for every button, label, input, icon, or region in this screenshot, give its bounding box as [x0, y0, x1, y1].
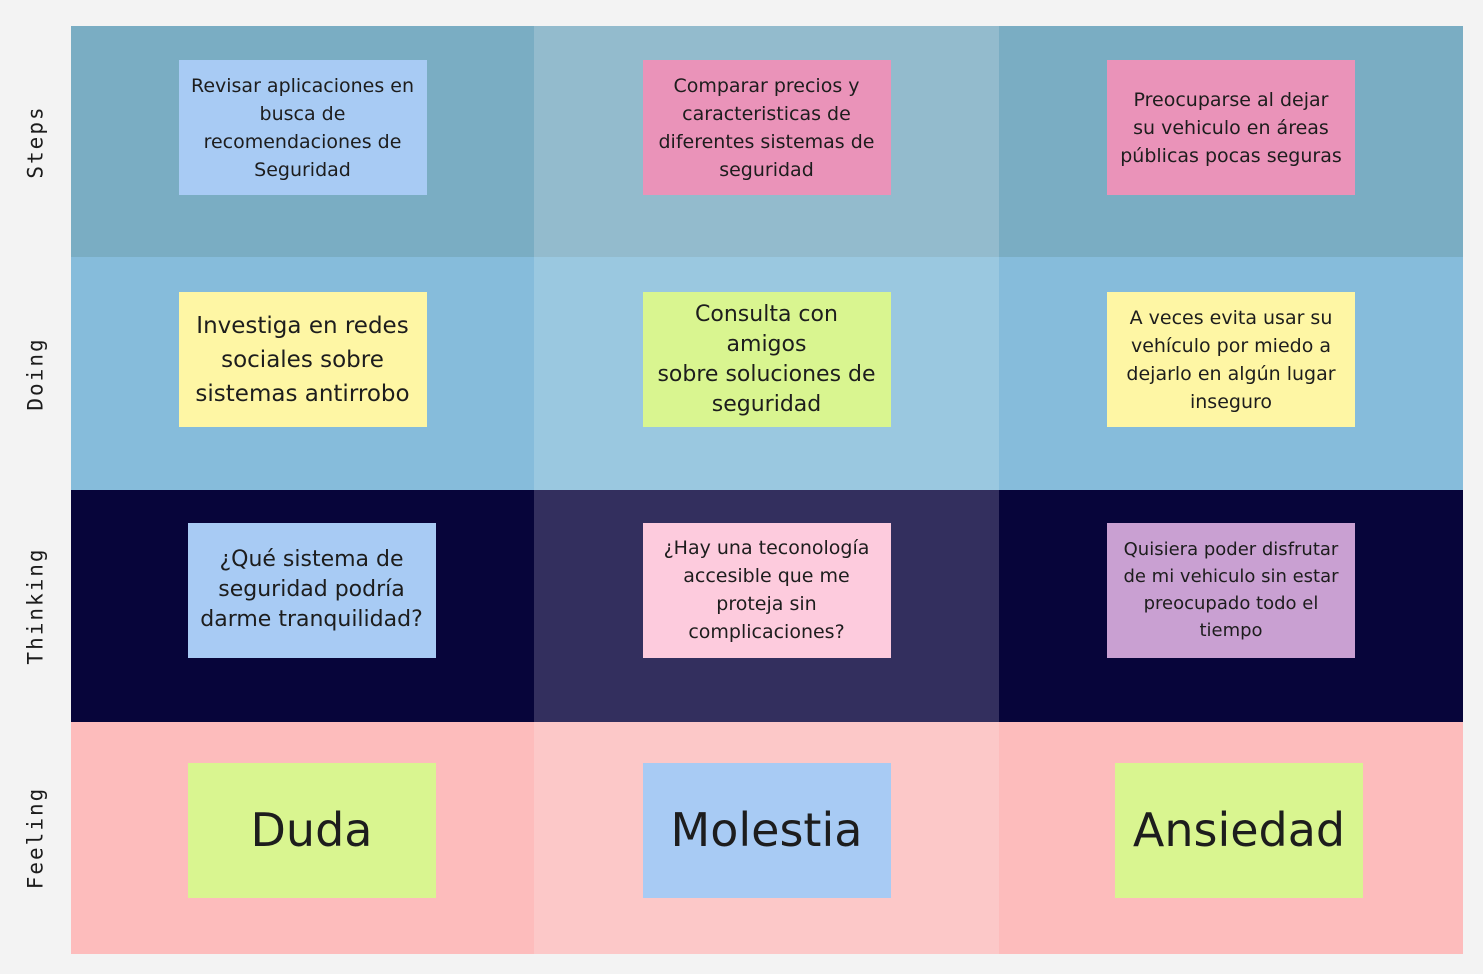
cell-feeling-1: Duda — [71, 722, 534, 954]
sticky-note-doing-2[interactable]: Consulta con amigos sobre soluciones de … — [642, 292, 891, 427]
cell-doing-2: Consulta con amigos sobre soluciones de … — [534, 257, 999, 490]
sticky-note-steps-2[interactable]: Comparar precios y caracteristicas de di… — [642, 60, 891, 195]
cell-thinking-1: ¿Qué sistema de seguridad podría darme t… — [71, 490, 534, 722]
row-label-steps: Steps — [23, 104, 48, 179]
row-label-feeling: Feeling — [23, 786, 48, 890]
sticky-note-thinking-2[interactable]: ¿Hay una teconología accesible que me pr… — [642, 522, 891, 658]
sticky-note-steps-1[interactable]: Revisar aplicaciones en busca de recomen… — [178, 60, 427, 195]
row-label-doing: Doing — [23, 336, 48, 411]
cell-steps-3: Preocuparse al dejar su vehiculo en área… — [999, 26, 1463, 257]
sticky-note-feeling-3[interactable]: Ansiedad — [1115, 762, 1363, 898]
journey-map-grid: Revisar aplicaciones en busca de recomen… — [71, 26, 1463, 954]
sticky-note-feeling-1[interactable]: Duda — [187, 762, 436, 898]
cell-steps-2: Comparar precios y caracteristicas de di… — [534, 26, 999, 257]
cell-steps-1: Revisar aplicaciones en busca de recomen… — [71, 26, 534, 257]
sticky-note-thinking-1[interactable]: ¿Qué sistema de seguridad podría darme t… — [187, 522, 436, 658]
cell-doing-3: A veces evita usar su vehículo por miedo… — [999, 257, 1463, 490]
sticky-note-doing-3[interactable]: A veces evita usar su vehículo por miedo… — [1107, 292, 1355, 427]
sticky-note-steps-3[interactable]: Preocuparse al dejar su vehiculo en área… — [1107, 60, 1355, 195]
cell-doing-1: Investiga en redes sociales sobre sistem… — [71, 257, 534, 490]
cell-feeling-2: Molestia — [534, 722, 999, 954]
sticky-note-feeling-2[interactable]: Molestia — [642, 762, 891, 898]
cell-thinking-3: Quisiera poder disfrutar de mi vehiculo … — [999, 490, 1463, 722]
cell-feeling-3: Ansiedad — [999, 722, 1463, 954]
row-label-thinking: Thinking — [23, 547, 48, 665]
cell-thinking-2: ¿Hay una teconología accesible que me pr… — [534, 490, 999, 722]
sticky-note-thinking-3[interactable]: Quisiera poder disfrutar de mi vehiculo … — [1107, 522, 1355, 658]
sticky-note-doing-1[interactable]: Investiga en redes sociales sobre sistem… — [178, 292, 427, 427]
